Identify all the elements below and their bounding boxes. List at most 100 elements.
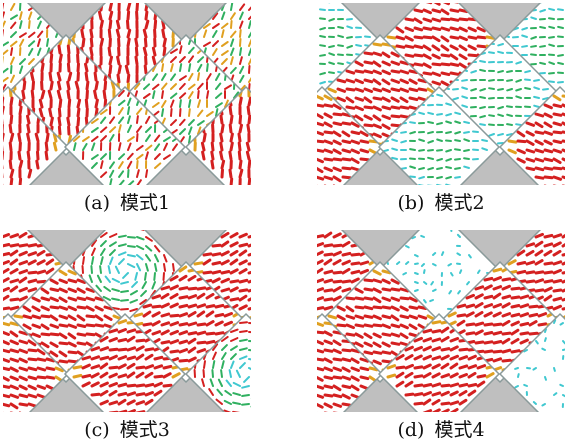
field-arrow — [325, 386, 332, 388]
field-arrow — [11, 350, 18, 352]
field-arrow — [356, 316, 363, 318]
field-arrow — [144, 30, 146, 37]
field-arrow — [415, 290, 418, 291]
field-arrow — [198, 342, 205, 343]
field-arrow — [392, 158, 397, 159]
field-arrow — [485, 296, 492, 298]
field-arrow — [51, 118, 52, 125]
field-arrow — [419, 177, 424, 178]
field-arrow — [347, 298, 354, 299]
field-arrow — [347, 334, 354, 335]
field-arrow — [110, 3, 112, 10]
field-arrow — [128, 75, 129, 82]
field-arrow — [180, 109, 181, 116]
field-arrow — [145, 66, 146, 73]
field-arrow — [428, 122, 433, 123]
field-arrow — [207, 64, 208, 71]
field-arrow — [458, 315, 465, 316]
field-arrow — [3, 245, 9, 247]
field-arrow — [563, 349, 565, 350]
field-arrow — [415, 10, 422, 12]
field-arrow — [76, 82, 78, 89]
field-arrow — [207, 91, 208, 98]
field-arrow — [365, 325, 372, 326]
field-arrow — [397, 37, 404, 39]
field-arrow — [155, 264, 156, 271]
field-arrow — [431, 282, 433, 285]
field-arrow — [545, 150, 552, 152]
field-arrow — [467, 324, 474, 325]
field-arrow — [24, 316, 31, 318]
field-arrow — [401, 168, 406, 169]
field-arrow — [325, 105, 332, 106]
field-arrow — [20, 341, 27, 343]
field-arrow — [397, 367, 404, 368]
panel-b-image — [317, 3, 565, 185]
field-arrow — [112, 299, 119, 300]
field-arrow — [410, 177, 415, 178]
field-arrow — [221, 152, 222, 159]
field-arrow — [549, 18, 554, 19]
field-arrow — [46, 152, 47, 159]
field-arrow — [518, 271, 525, 273]
field-arrow — [433, 393, 440, 395]
field-arrow — [525, 71, 530, 72]
field-arrow — [137, 367, 144, 368]
field-arrow — [47, 368, 54, 369]
field-arrow — [110, 66, 111, 73]
field-arrow — [531, 46, 536, 47]
field-arrow — [515, 368, 518, 369]
field-arrow — [198, 305, 205, 307]
field-arrow — [320, 36, 325, 37]
field-arrow — [69, 100, 70, 107]
field-arrow — [105, 325, 112, 327]
field-arrow — [144, 305, 151, 307]
field-arrow — [554, 141, 561, 143]
field-arrow — [521, 323, 528, 325]
field-arrow — [11, 170, 13, 177]
field-arrow — [374, 280, 381, 282]
field-arrow — [545, 263, 552, 264]
field-arrow — [516, 124, 521, 125]
field-arrow — [415, 46, 422, 48]
field-arrow — [128, 12, 129, 19]
field-arrow — [86, 100, 87, 107]
field-arrow — [29, 245, 36, 246]
field-arrow — [249, 341, 251, 342]
field-arrow — [338, 80, 345, 82]
field-arrow — [480, 70, 485, 71]
field-arrow — [503, 296, 510, 298]
field-arrow — [86, 118, 87, 125]
field-arrow — [29, 359, 36, 360]
field-arrow — [249, 350, 251, 351]
field-arrow — [462, 80, 467, 81]
field-arrow — [195, 263, 202, 264]
field-arrow — [365, 53, 372, 54]
field-arrow — [455, 168, 460, 169]
field-arrow — [464, 122, 469, 123]
field-arrow — [428, 150, 433, 151]
field-arrow — [343, 168, 350, 169]
field-arrow — [424, 73, 431, 74]
field-arrow — [455, 113, 460, 114]
field-arrow — [3, 368, 9, 370]
field-arrow — [68, 118, 69, 125]
field-arrow — [365, 125, 372, 126]
field-arrow — [29, 395, 36, 397]
field-arrow — [545, 281, 552, 282]
field-arrow — [145, 39, 146, 46]
field-arrow — [3, 350, 9, 352]
field-arrow — [171, 109, 172, 116]
panel-c-diagram — [3, 230, 251, 412]
field-arrow — [512, 306, 519, 308]
field-arrow — [415, 367, 422, 368]
field-arrow — [401, 298, 408, 299]
field-arrow — [325, 350, 332, 351]
field-arrow — [512, 297, 519, 298]
field-arrow — [317, 359, 323, 360]
field-arrow — [347, 19, 352, 20]
field-arrow — [47, 134, 48, 141]
field-arrow — [356, 89, 363, 91]
field-arrow — [539, 324, 546, 325]
field-arrow — [530, 314, 537, 316]
